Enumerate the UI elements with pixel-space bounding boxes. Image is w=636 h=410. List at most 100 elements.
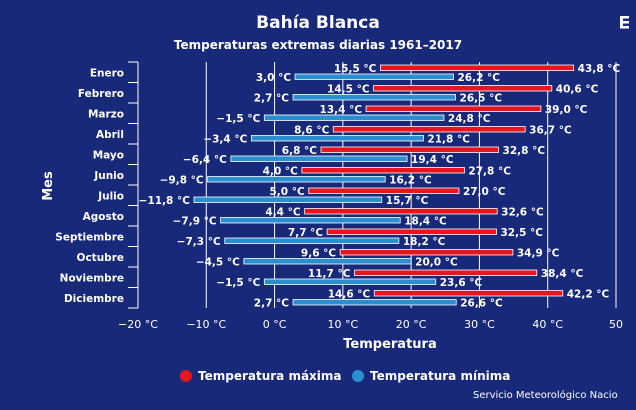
min-high-label: 23,6 °C (440, 277, 483, 289)
min-high-label: 18,4 °C (404, 215, 447, 227)
max-high-label: 34,9 °C (517, 247, 560, 259)
min-high-label: 20,0 °C (415, 256, 458, 268)
max-high-label: 36,7 °C (529, 124, 572, 136)
min-low-label: 2,7 °C (254, 297, 290, 309)
max-high-label: 32,8 °C (503, 145, 546, 157)
min-range-bar[interactable] (263, 278, 437, 285)
category-label: Julio (97, 190, 124, 202)
y-axis-title: Mes (41, 171, 56, 201)
max-low-label: 13,4 °C (320, 104, 363, 116)
x-tick-label: −10 °C (186, 318, 226, 331)
max-range-bar[interactable] (373, 290, 564, 297)
category-label: Mayo (93, 149, 124, 161)
min-range-bar[interactable] (224, 237, 400, 244)
hamburger-menu-icon[interactable] (620, 16, 629, 29)
max-low-label: 14,6 °C (328, 288, 371, 300)
max-range-bar[interactable] (373, 85, 553, 92)
min-low-label: 2,7 °C (254, 92, 290, 104)
min-high-label: 15,7 °C (386, 195, 429, 207)
min-low-label: −1,5 °C (216, 113, 260, 125)
min-range-bar[interactable] (292, 299, 457, 306)
min-range-bar[interactable] (294, 73, 454, 80)
min-range-bar[interactable] (193, 196, 383, 203)
min-high-label: 26,2 °C (457, 72, 500, 84)
min-low-label: −7,3 °C (177, 236, 221, 248)
max-range-bar[interactable] (308, 187, 460, 194)
max-range-bar[interactable] (326, 228, 497, 235)
x-tick-label: 10 °C (328, 318, 359, 331)
min-high-label: 21,8 °C (427, 133, 470, 145)
legend-marker-max (180, 370, 192, 382)
max-range-bar[interactable] (320, 146, 499, 153)
min-high-label: 19,4 °C (411, 154, 454, 166)
min-low-label: −11,8 °C (139, 195, 191, 207)
x-tick-label: 40 °C (532, 318, 563, 331)
max-range-bar[interactable] (332, 126, 526, 133)
min-high-label: 16,2 °C (389, 174, 432, 186)
min-high-label: 26,6 °C (460, 297, 503, 309)
min-range-bar[interactable] (292, 94, 456, 101)
min-range-bar[interactable] (250, 135, 424, 142)
chart-title: Bahía Blanca (256, 13, 380, 33)
max-range-bar[interactable] (339, 249, 514, 256)
legend-item-min[interactable]: Temperatura mínima (352, 369, 510, 383)
max-low-label: 15,5 °C (334, 63, 377, 75)
category-label: Noviembre (60, 272, 124, 284)
min-range-bar[interactable] (243, 258, 412, 265)
category-label: Junio (93, 170, 124, 182)
category-label: Marzo (88, 108, 124, 120)
category-label: Febrero (78, 88, 124, 100)
x-tick-labels: −20 °C −10 °C 0 °C 10 °C 20 °C 30 °C 40 °C 50 (118, 318, 623, 331)
max-high-label: 40,6 °C (556, 83, 599, 95)
category-label: Enero (90, 67, 124, 79)
max-high-label: 43,8 °C (578, 63, 621, 75)
max-range-bar[interactable] (304, 208, 498, 215)
min-low-label: −1,5 °C (216, 277, 260, 289)
x-axis-title: Temperatura (343, 337, 436, 352)
legend: Temperatura máxima Temperatura mínima (180, 369, 510, 383)
range-bars (193, 64, 575, 306)
min-high-label: 18,2 °C (403, 236, 446, 248)
min-high-label: 24,8 °C (448, 113, 491, 125)
max-range-bar[interactable] (380, 64, 575, 71)
max-range-bar[interactable] (354, 269, 538, 276)
min-range-bar[interactable] (207, 176, 386, 183)
min-range-bar[interactable] (263, 114, 445, 121)
y-axis (128, 61, 139, 309)
min-high-label: 26,5 °C (460, 92, 503, 104)
min-low-label: −9,8 °C (160, 174, 204, 186)
max-high-label: 42,2 °C (567, 288, 610, 300)
max-low-label: 9,6 °C (301, 247, 337, 259)
max-range-bar[interactable] (301, 167, 465, 174)
legend-label-min: Temperatura mínima (370, 369, 510, 383)
max-low-label: 8,6 °C (294, 124, 330, 136)
category-labels: Enero Febrero Marzo Abril Mayo Junio Julio Agos… (55, 67, 124, 305)
max-high-label: 39,0 °C (545, 104, 588, 116)
legend-label-max: Temperatura máxima (198, 369, 342, 383)
credit-text[interactable]: Servicio Meteorológico Nacio (473, 389, 618, 401)
data-labels: 15,5 °C 43,8 °C 14,5 °C 40,6 °C 13,4 °C 39,0 … (139, 63, 621, 310)
min-range-bar[interactable] (230, 155, 408, 162)
category-label: Abril (96, 129, 124, 141)
grid-lines (205, 62, 617, 308)
min-low-label: 3,0 °C (256, 72, 292, 84)
x-tick-label: 30 °C (464, 318, 495, 331)
category-label: Septiembre (55, 231, 124, 243)
max-low-label: 4,0 °C (263, 165, 299, 177)
x-tick-label: 20 °C (396, 318, 427, 331)
min-low-label: −6,4 °C (183, 154, 227, 166)
min-low-label: −3,4 °C (203, 133, 247, 145)
category-label: Diciembre (64, 293, 124, 305)
min-range-bar[interactable] (220, 217, 401, 224)
max-low-label: 6,8 °C (282, 145, 318, 157)
max-high-label: 27,8 °C (468, 165, 511, 177)
category-label: Octubre (77, 252, 124, 264)
max-low-label: 4,4 °C (265, 206, 301, 218)
max-low-label: 14,5 °C (327, 83, 370, 95)
max-low-label: 5,0 °C (269, 186, 305, 198)
max-range-bar[interactable] (365, 105, 542, 112)
legend-item-max[interactable]: Temperatura máxima (180, 369, 342, 383)
chart-subtitle: Temperaturas extremas diarias 1961–2017 (174, 38, 462, 52)
